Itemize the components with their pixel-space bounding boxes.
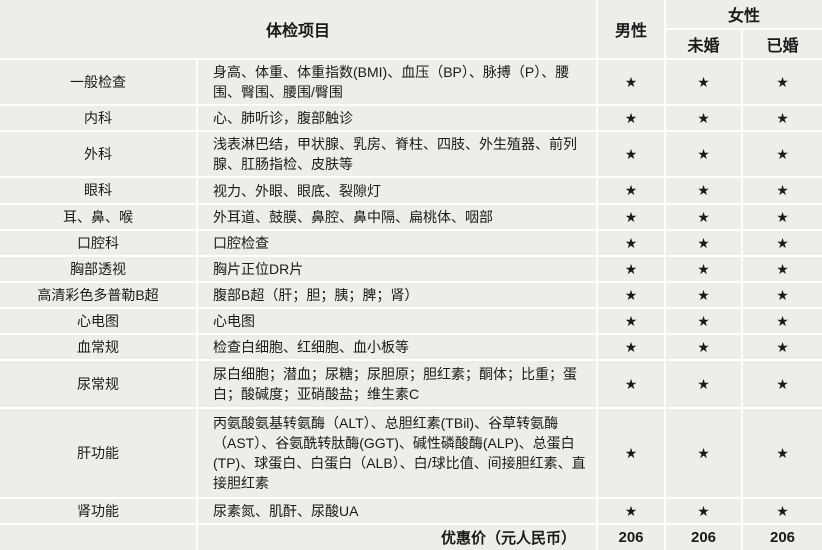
category-cell: 血常规 xyxy=(0,333,198,361)
description-cell: 检查白细胞、红细胞、血小板等 xyxy=(195,333,599,361)
description-cell: 心电图 xyxy=(195,307,599,335)
table-row: 心电图 心电图 ★ ★ ★ xyxy=(0,307,822,335)
star-cell-male: ★ xyxy=(596,359,667,409)
table-row: 高清彩色多普勒B超 腹部B超（肝；胆；胰；脾；肾） ★ ★ ★ xyxy=(0,281,822,309)
star-cell-married: ★ xyxy=(741,229,822,257)
star-cell-married: ★ xyxy=(741,104,822,132)
star-cell-male: ★ xyxy=(596,281,667,309)
star-cell-married: ★ xyxy=(741,255,822,283)
star-cell-male: ★ xyxy=(596,307,667,335)
star-cell-married: ★ xyxy=(741,130,822,178)
description-cell: 浅表淋巴结，甲状腺、乳房、脊柱、四肢、外生殖器、前列腺、肛肠指检、皮肤等 xyxy=(195,130,599,178)
star-cell-married: ★ xyxy=(741,307,822,335)
star-cell-unmarried: ★ xyxy=(664,255,744,283)
table-row: 口腔科 口腔检查 ★ ★ ★ xyxy=(0,229,822,257)
table-row: 胸部透视 胸片正位DR片 ★ ★ ★ xyxy=(0,255,822,283)
star-cell-unmarried: ★ xyxy=(664,281,744,309)
table-row: 血常规 检查白细胞、红细胞、血小板等 ★ ★ ★ xyxy=(0,333,822,361)
star-cell-unmarried: ★ xyxy=(664,58,744,106)
star-cell-male: ★ xyxy=(596,333,667,361)
category-cell: 一般检查 xyxy=(0,58,198,106)
header-row-2: 未婚 已婚 xyxy=(0,28,822,60)
table-row: 外科 浅表淋巴结，甲状腺、乳房、脊柱、四肢、外生殖器、前列腺、肛肠指检、皮肤等 … xyxy=(0,130,822,178)
description-cell: 视力、外眼、眼底、裂隙灯 xyxy=(195,176,599,205)
star-cell-unmarried: ★ xyxy=(664,497,744,525)
description-cell: 身高、体重、体重指数(BMI)、血压（BP）、脉搏（P）、腰围、臀围、腰围/臀围 xyxy=(195,58,599,106)
star-cell-married: ★ xyxy=(741,281,822,309)
header-row-1: 体检项目 男性 女性 xyxy=(0,0,822,60)
star-cell-male: ★ xyxy=(596,203,667,231)
star-cell-male: ★ xyxy=(596,229,667,257)
star-cell-unmarried: ★ xyxy=(664,130,744,178)
table-row: 耳、鼻、喉 外耳道、鼓膜、鼻腔、鼻中隔、扁桃体、咽部 ★ ★ ★ xyxy=(0,203,822,231)
star-cell-married: ★ xyxy=(741,333,822,361)
star-cell-male: ★ xyxy=(596,255,667,283)
star-cell-unmarried: ★ xyxy=(664,104,744,132)
table-row: 内科 心、肺听诊，腹部触诊 ★ ★ ★ xyxy=(0,104,822,132)
table-row: 肾功能 尿素氮、肌酐、尿酸UA ★ ★ ★ xyxy=(0,497,822,525)
star-cell-male: ★ xyxy=(596,130,667,178)
star-cell-unmarried: ★ xyxy=(664,359,744,409)
star-cell-married: ★ xyxy=(741,407,822,499)
column-header-project: 体检项目 xyxy=(0,0,599,60)
category-cell: 高清彩色多普勒B超 xyxy=(0,281,198,309)
price-male: 206 xyxy=(596,523,667,550)
star-cell-married: ★ xyxy=(741,497,822,525)
description-cell: 丙氨酸氨基转氨酶（ALT）、总胆红素(TBil)、谷草转氨酶（AST）、谷氨酰转… xyxy=(195,407,599,499)
price-married: 206 xyxy=(741,523,822,550)
star-cell-unmarried: ★ xyxy=(664,203,744,231)
category-cell: 尿常规 xyxy=(0,359,198,409)
column-header-female: 女性 xyxy=(664,0,822,30)
description-cell: 尿素氮、肌酐、尿酸UA xyxy=(195,497,599,525)
star-cell-married: ★ xyxy=(741,176,822,205)
table-row: 尿常规 尿白细胞；潜血；尿糖；尿胆原；胆红素；酮体；比重；蛋白；酸碱度；亚硝酸盐… xyxy=(0,359,822,409)
star-cell-male: ★ xyxy=(596,104,667,132)
star-cell-male: ★ xyxy=(596,176,667,205)
star-cell-male: ★ xyxy=(596,407,667,499)
star-cell-unmarried: ★ xyxy=(664,229,744,257)
category-cell: 胸部透视 xyxy=(0,255,198,283)
price-label: 优惠价（元人民币） xyxy=(195,523,599,550)
description-cell: 心、肺听诊，腹部触诊 xyxy=(195,104,599,132)
category-cell: 耳、鼻、喉 xyxy=(0,203,198,231)
table-row: 眼科 视力、外眼、眼底、裂隙灯 ★ ★ ★ xyxy=(0,176,822,205)
star-cell-unmarried: ★ xyxy=(664,333,744,361)
table-row: 一般检查 身高、体重、体重指数(BMI)、血压（BP）、脉搏（P）、腰围、臀围、… xyxy=(0,58,822,106)
star-cell-unmarried: ★ xyxy=(664,407,744,499)
category-cell: 口腔科 xyxy=(0,229,198,257)
description-cell: 腹部B超（肝；胆；胰；脾；肾） xyxy=(195,281,599,309)
price-unmarried: 206 xyxy=(664,523,744,550)
star-cell-unmarried: ★ xyxy=(664,307,744,335)
description-cell: 外耳道、鼓膜、鼻腔、鼻中隔、扁桃体、咽部 xyxy=(195,203,599,231)
category-cell: 肝功能 xyxy=(0,407,198,499)
description-cell: 尿白细胞；潜血；尿糖；尿胆原；胆红素；酮体；比重；蛋白；酸碱度；亚硝酸盐；维生素… xyxy=(195,359,599,409)
category-cell: 眼科 xyxy=(0,176,198,205)
category-cell: 肾功能 xyxy=(0,497,198,525)
column-header-male: 男性 xyxy=(596,0,667,60)
description-cell: 胸片正位DR片 xyxy=(195,255,599,283)
star-cell-unmarried: ★ xyxy=(664,176,744,205)
description-cell: 口腔检查 xyxy=(195,229,599,257)
star-cell-married: ★ xyxy=(741,359,822,409)
category-cell: 内科 xyxy=(0,104,198,132)
category-cell: 心电图 xyxy=(0,307,198,335)
price-row-empty-cell xyxy=(0,523,198,550)
table-row: 肝功能 丙氨酸氨基转氨酶（ALT）、总胆红素(TBil)、谷草转氨酶（AST）、… xyxy=(0,407,822,499)
star-cell-male: ★ xyxy=(596,497,667,525)
price-row: 优惠价（元人民币） 206 206 206 xyxy=(0,523,822,550)
star-cell-male: ★ xyxy=(596,58,667,106)
star-cell-married: ★ xyxy=(741,203,822,231)
star-cell-married: ★ xyxy=(741,58,822,106)
column-header-female-married: 已婚 xyxy=(741,28,822,60)
category-cell: 外科 xyxy=(0,130,198,178)
column-header-female-unmarried: 未婚 xyxy=(665,28,744,60)
